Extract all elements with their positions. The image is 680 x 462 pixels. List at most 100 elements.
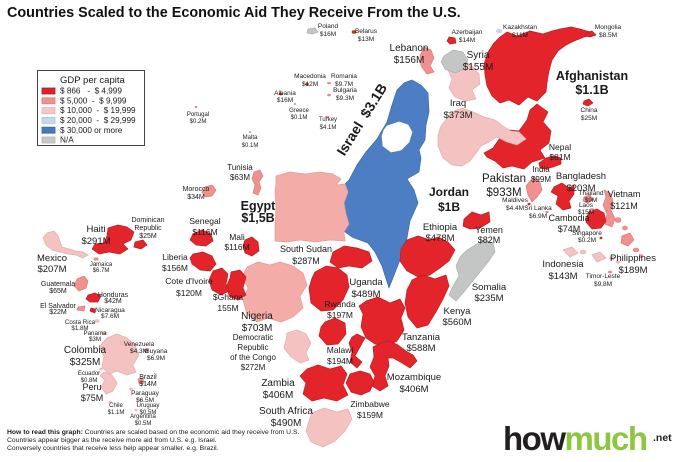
svg-text:Nepal: Nepal [549,142,571,152]
svg-text:$14M: $14M [459,37,475,44]
svg-text:$65M: $65M [49,288,67,295]
svg-text:$16M: $16M [320,31,336,38]
svg-text:$ 30,000 or more: $ 30,000 or more [60,126,123,135]
svg-text:$16M: $16M [277,97,293,104]
svg-text:Paraguay: Paraguay [131,390,160,397]
svg-text:$34M: $34M [187,194,205,201]
svg-text:$478M: $478M [425,233,454,244]
svg-text:Maldives: Maldives [502,197,528,204]
svg-text:Indonesia: Indonesia [542,259,584,270]
svg-text:Democratic: Democratic [233,333,273,342]
svg-text:El Salvador: El Salvador [40,303,76,310]
svg-text:Azerbaijan: Azerbaijan [452,29,483,36]
svg-text:Countries Scaled to the Econom: Countries Scaled to the Economic Aid The… [7,5,461,21]
svg-text:Kenya: Kenya [444,306,472,317]
svg-text:$933M: $933M [486,187,521,199]
svg-text:$560M: $560M [442,317,471,328]
svg-text:Brazil: Brazil [139,374,157,381]
svg-text:$11M: $11M [512,32,528,39]
svg-text:Mongolia: Mongolia [595,24,622,31]
svg-text:Rwanda: Rwanda [324,299,355,309]
svg-text:$9M: $9M [585,197,598,204]
svg-text:Greece: Greece [289,108,309,114]
svg-text:155M: 155M [217,303,238,313]
svg-text:South Sudan: South Sudan [280,244,332,254]
svg-text:Macedonia: Macedonia [294,73,326,80]
svg-text:$6.9M: $6.9M [147,355,165,362]
svg-text:Syria: Syria [467,50,490,61]
svg-text:$0.8M: $0.8M [81,378,98,384]
svg-text:$25M: $25M [139,233,157,240]
svg-text:$ 20,000 - $ 29,999: $ 20,000 - $ 29,999 [60,116,136,125]
svg-text:Ecuador: Ecuador [78,371,100,377]
svg-text:Chile: Chile [109,403,123,409]
svg-text:$4.1M: $4.1M [320,125,337,131]
svg-text:Afghanistan: Afghanistan [556,69,628,83]
svg-text:$155M: $155M [463,62,494,73]
svg-text:$143M: $143M [548,271,577,282]
svg-text:Mozambique: Mozambique [387,372,441,383]
svg-text:Haiti: Haiti [86,224,105,235]
svg-text:Bulgaria: Bulgaria [333,87,357,94]
svg-text:$156M: $156M [162,263,188,273]
svg-text:Jamaica: Jamaica [90,262,113,268]
svg-text:$207M: $207M [37,264,66,275]
svg-text:$197M: $197M [327,310,353,320]
svg-text:GDP per capita: GDP per capita [60,75,125,86]
svg-text:Peru: Peru [82,382,101,392]
svg-text:$9,8M: $9,8M [594,281,612,288]
svg-text:Liberia: Liberia [162,252,188,262]
svg-text:$120M: $120M [176,288,202,298]
svg-text:howmuch: howmuch [503,420,647,457]
svg-text:Bangladesh: Bangladesh [556,171,606,182]
svg-text:$6.7M: $6.7M [93,268,110,274]
svg-text:$489M: $489M [351,289,380,300]
svg-text:$272M: $272M [241,363,266,372]
svg-text:Mexico: Mexico [37,253,67,264]
svg-text:$12M: $12M [302,81,318,88]
svg-text:Poland: Poland [318,23,339,30]
svg-text:Panama: Panama [83,330,107,337]
svg-text:Countries appear bigger as the: Countries appear bigger as the receive m… [7,437,217,444]
svg-text:$15M: $15M [578,209,594,216]
svg-text:Colombia: Colombia [64,345,107,356]
svg-text:Portugal: Portugal [187,112,209,118]
svg-text:Nigeria: Nigeria [241,311,273,322]
svg-text:$3M: $3M [89,336,101,343]
svg-text:.net: .net [653,432,672,444]
svg-text:Morocco: Morocco [183,186,210,193]
svg-text:$406M: $406M [263,390,294,401]
svg-text:Jordan: Jordan [429,185,469,199]
svg-text:Nicaragua: Nicaragua [95,307,125,314]
svg-text:$203M: $203M [566,183,595,194]
svg-text:$1B: $1B [438,200,460,214]
svg-text:South Africa: South Africa [259,406,313,417]
svg-text:$189M: $189M [618,265,647,276]
svg-text:$287M: $287M [292,256,320,266]
svg-text:$ 866 - $ 4,999: $ 866 - $ 4,999 [60,87,122,96]
svg-text:$0.5M: $0.5M [135,421,152,427]
svg-text:Uganda: Uganda [349,277,383,288]
svg-text:$99M: $99M [531,175,551,184]
svg-text:$13M: $13M [358,36,374,43]
svg-text:$406M: $406M [399,384,428,395]
svg-text:$75M: $75M [81,393,104,403]
svg-text:Ethiopia: Ethiopia [423,222,458,233]
svg-text:$4.4M: $4.4M [506,205,524,212]
svg-text:Honduras: Honduras [98,292,129,299]
svg-text:Lebanon: Lebanon [390,43,429,54]
svg-text:Zimbabwe: Zimbabwe [350,399,389,409]
svg-text:$74M: $74M [558,224,581,234]
svg-text:$194M: $194M [327,356,353,366]
svg-text:$373M: $373M [443,110,472,121]
svg-text:$6.5M: $6.5M [136,397,154,404]
svg-text:Guatemala: Guatemala [41,281,75,288]
svg-text:$81M: $81M [549,152,570,162]
svg-text:Egypt: Egypt [241,199,277,213]
svg-text:Somalia: Somalia [472,282,507,293]
svg-text:$0.1M: $0.1M [242,143,259,149]
svg-text:Pakistan: Pakistan [482,173,526,185]
svg-text:$116M: $116M [192,227,217,237]
svg-text:Malawi: Malawi [327,345,354,355]
svg-text:$0.5M: $0.5M [140,410,157,416]
